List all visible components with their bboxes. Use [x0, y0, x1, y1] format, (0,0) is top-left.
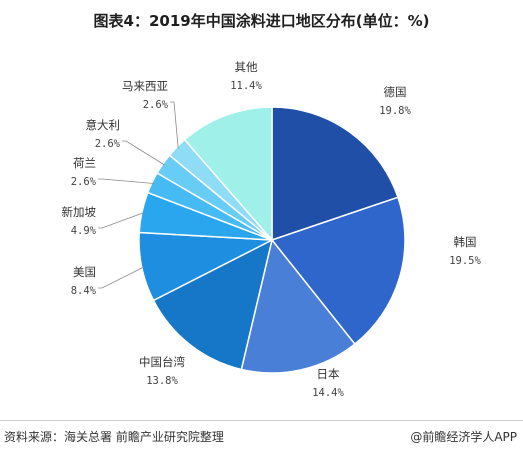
slice-label-6: 荷兰 [73, 156, 96, 170]
leader-lines [98, 101, 179, 289]
pie-slice-0 [271, 106, 399, 242]
leader-line-6 [98, 178, 154, 184]
leader-line-4 [98, 266, 144, 289]
slice-value-0: 19.8% [379, 105, 411, 117]
pie-chart: 德国 19.8% 韩国 19.5% 日本 14.4% 中国台湾 13.8% 美国 8.4% 新加坡 4… [62, 60, 482, 399]
pie-slice-2 [240, 238, 356, 374]
slice-label-7: 意大利 [86, 118, 121, 132]
leader-line-5 [98, 212, 145, 229]
leader-line-7 [122, 140, 165, 166]
slice-label-5: 新加坡 [62, 205, 97, 219]
brand-credit: @前瞻经济学人APP [410, 430, 517, 444]
slice-value-5: 4.9% [71, 225, 97, 237]
chart-title: 图表4：2019年中国涂料进口地区分布(单位：%) [93, 12, 430, 30]
slice-value-2: 14.4% [312, 387, 344, 399]
source-note: 资料来源：海关总署 前瞻产业研究院整理 [4, 430, 224, 444]
slice-label-3: 中国台湾 [139, 355, 185, 369]
slice-labels: 德国 19.8% 韩国 19.5% 日本 14.4% 中国台湾 13.8% 美国 8.4% 新加坡 4… [62, 60, 482, 399]
slice-label-9: 其他 [235, 60, 258, 74]
slice-value-9: 11.4% [230, 80, 262, 92]
pie-slice-9 [183, 106, 273, 243]
slice-value-3: 13.8% [146, 375, 178, 387]
slice-value-1: 19.5% [449, 255, 481, 267]
pie-slice-3 [152, 238, 274, 371]
pie-slices [138, 106, 406, 374]
slice-label-4: 美国 [73, 265, 96, 279]
pie-slice-1 [270, 196, 406, 346]
slice-value-7: 2.6% [95, 138, 121, 150]
slice-value-6: 2.6% [71, 176, 97, 188]
leader-line-8 [170, 101, 179, 149]
slice-label-2: 日本 [317, 367, 340, 381]
slice-value-8: 2.6% [143, 99, 169, 111]
slice-value-4: 8.4% [71, 285, 97, 297]
slice-label-0: 德国 [384, 85, 407, 99]
slice-label-8: 马来西亚 [122, 79, 168, 93]
slice-label-1: 韩国 [454, 235, 477, 249]
footer-divider [0, 420, 523, 421]
